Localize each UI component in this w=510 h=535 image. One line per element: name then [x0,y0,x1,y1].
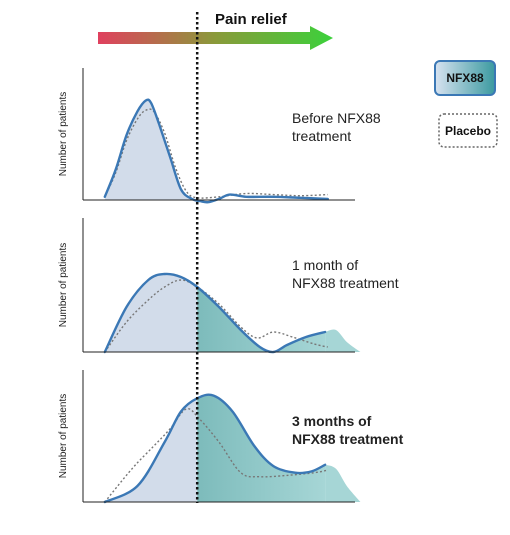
y-axis-label: Number of patients [58,92,69,177]
chart-title: Pain relief [215,11,288,28]
panel-label: 3 months of NFX88 treatment [292,413,404,447]
panel-2: Number of patients 1 month of NFX88 treatm… [58,218,399,354]
placebo-series-line [104,407,328,503]
panel-3: Number of patients 3 months of NFX88 treat… [58,370,404,504]
nfx88-area-left [104,99,198,201]
nfx88-area-tail [325,329,361,352]
pain-relief-arrow [98,26,333,50]
placebo-series-line [104,279,328,353]
legend-placebo-box [438,113,498,148]
placebo-series-line [104,108,328,199]
nfx88-series-line [103,393,327,504]
nfx88-series-line [103,272,327,354]
nfx88-area-left [104,273,198,352]
panel-1: Number of patients Before NFX88 treatment [58,68,381,204]
legend-nfx88-label: NFX88 [446,71,484,85]
panel-label: Before NFX88 treatment [292,110,381,144]
legend-nfx88-box [434,60,496,96]
panels-group: Number of patients Before NFX88 treatmentN… [58,68,404,504]
nfx88-area-right [197,287,326,353]
nfx88-series-line [103,98,329,204]
y-axis-label: Number of patients [58,394,69,479]
panel-label: 1 month of NFX88 treatment [292,257,399,291]
nfx88-area-tail [325,464,361,502]
nfx88-area-right [197,394,326,502]
legend-placebo-label: Placebo [445,124,491,138]
y-axis-label: Number of patients [58,243,69,328]
